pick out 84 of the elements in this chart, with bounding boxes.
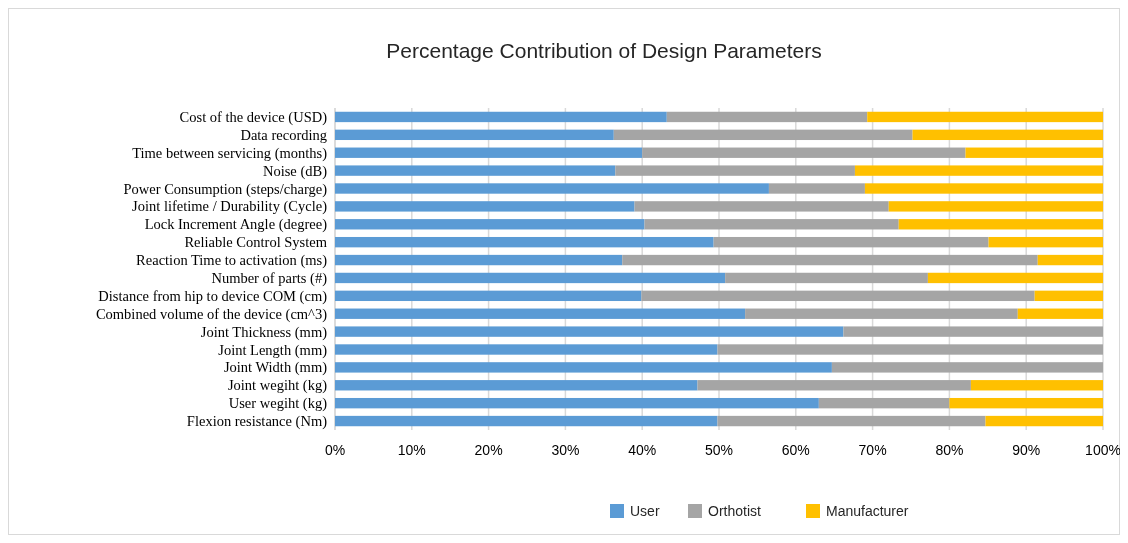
bar: [335, 290, 642, 302]
x-tick-label: 20%: [474, 442, 503, 458]
bar: [335, 326, 844, 337]
y-tick-label: Reaction Time to activation (ms): [136, 252, 328, 270]
x-tick-label: 70%: [858, 442, 887, 458]
y-tick-label: User wegiht (kg): [228, 395, 328, 413]
x-tick-label: 60%: [781, 442, 810, 458]
y-tick-label: Joint Length (mm): [218, 341, 328, 359]
y-tick-label: Noise (dB): [262, 162, 328, 180]
bar: [335, 344, 718, 355]
y-tick-label: Joint Width (mm): [223, 359, 328, 377]
x-tick-label: 30%: [551, 442, 580, 458]
bar: [335, 236, 714, 248]
y-tick-label: Power Consumption (steps/charge): [123, 180, 328, 198]
bar: [335, 183, 769, 194]
bar: [642, 147, 966, 158]
x-tick-label: 90%: [1012, 442, 1041, 458]
bar: [898, 219, 1103, 230]
bar: [335, 272, 726, 284]
bar: [335, 254, 623, 266]
bar: [335, 111, 667, 123]
y-tick-label: Cost of the device (USD): [179, 109, 328, 127]
bar: [335, 219, 645, 230]
bar: [1017, 308, 1103, 319]
y-tick-label: Distance from hip to device COM (cm): [98, 287, 328, 305]
y-tick-label: Reliable Control System: [184, 234, 328, 251]
bar: [335, 397, 819, 409]
bar: [768, 183, 865, 194]
x-tick-label: 10%: [397, 442, 426, 458]
bar: [970, 380, 1103, 391]
bar: [335, 380, 698, 391]
bar: [988, 236, 1103, 248]
bar: [335, 165, 616, 176]
bar: [831, 362, 1103, 373]
bar: [613, 129, 913, 141]
y-tick-label: Data recording: [240, 126, 327, 143]
bar: [843, 326, 1103, 337]
bar: [867, 111, 1103, 123]
legend-label: Manufacturer: [826, 502, 909, 519]
bar: [666, 111, 868, 123]
y-tick-label: Flexion resistance (Nm): [186, 413, 328, 431]
chart-title: Percentage Contribution of Design Parameters: [386, 39, 822, 62]
bar: [864, 183, 1103, 194]
bar: [697, 380, 971, 391]
bar: [888, 201, 1103, 212]
bar: [335, 362, 832, 373]
bar: [717, 344, 1103, 355]
y-tick-label: Combined volume of the device (cm^3): [95, 305, 328, 323]
bar: [1037, 254, 1103, 266]
x-tick-label: 50%: [704, 442, 734, 458]
y-tick-label: Lock Increment Angle (degree): [144, 216, 328, 234]
y-tick-label: Joint Thickness (mm): [200, 323, 328, 341]
bar: [818, 397, 950, 409]
y-tick-label: Joint wegiht (kg): [227, 377, 328, 395]
bar: [335, 415, 718, 427]
bar: [641, 290, 1035, 302]
legend-label: User: [630, 502, 660, 519]
bar: [622, 254, 1038, 266]
bar: [335, 129, 614, 141]
bar: [1034, 290, 1103, 302]
bar: [644, 219, 899, 230]
x-tick-label: 0%: [324, 442, 346, 458]
bar: [713, 236, 989, 248]
bar: [717, 415, 986, 427]
bar: [927, 272, 1103, 284]
x-tick-label: 80%: [935, 442, 964, 458]
bar: [985, 415, 1103, 427]
bar: [634, 201, 889, 212]
y-tick-label: Joint lifetime / Durability (Cycle): [132, 198, 328, 216]
bar: [949, 397, 1103, 409]
x-tick-label: 100%: [1085, 442, 1121, 458]
x-tick-label: 40%: [628, 442, 657, 458]
bar: [335, 308, 746, 319]
y-tick-label: Number of parts (#): [211, 270, 328, 288]
legend-label: Orthotist: [708, 502, 762, 519]
bar: [912, 129, 1103, 141]
bar: [965, 147, 1103, 158]
bar: [854, 165, 1103, 176]
bar: [745, 308, 1018, 319]
bar: [335, 201, 635, 212]
bar: [725, 272, 928, 284]
y-tick-label: Time between servicing (months): [132, 144, 328, 162]
bar: [335, 147, 643, 158]
bar: [615, 165, 855, 176]
